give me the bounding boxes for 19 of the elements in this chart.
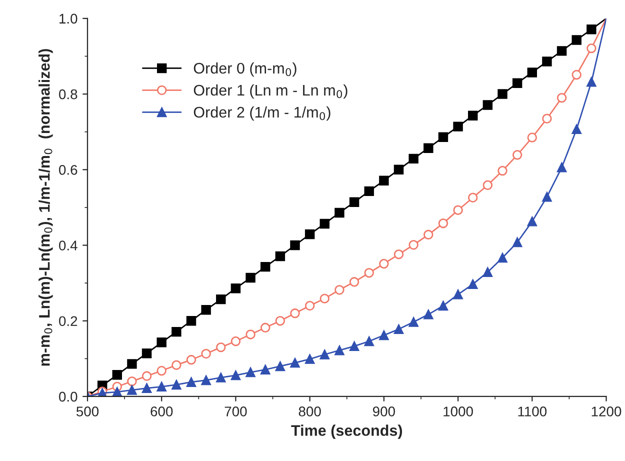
x-tick-label: 500 — [76, 406, 99, 416]
x-tick-label: 1100 — [518, 406, 547, 416]
x-tick-label: 700 — [224, 406, 247, 416]
x-tick-label: 800 — [298, 406, 321, 416]
y-tick-label: 0.8 — [59, 89, 78, 100]
x-tick-label: 1200 — [592, 406, 622, 416]
y-tick-label: 0.0 — [59, 392, 78, 402]
y-tick-label: 1.0 — [60, 14, 78, 24]
x-tick-label: 600 — [150, 406, 173, 416]
legend-label: Order 0 (m-m$_{0}$) — [194, 62, 296, 77]
x-axis-title: Time (seconds) — [291, 424, 402, 439]
x-tick-label: 1000 — [444, 406, 473, 416]
y-tick-label: 0.6 — [59, 164, 78, 175]
y-axis-title: m-m$_{0}$, Ln(m)-Ln(m$_{0}$), 1/m-1/m$_{0}$ (normalized) — [38, 49, 53, 366]
x-tick-label: 900 — [372, 406, 395, 416]
legend-label: Order 2 (1/m - 1/m$_{0}$) — [194, 106, 330, 121]
legend-label: Order 1 (Ln m - Ln m$_{0}$) — [194, 84, 348, 99]
y-tick-label: 0.2 — [59, 316, 78, 326]
y-tick-label: 0.4 — [59, 240, 78, 250]
